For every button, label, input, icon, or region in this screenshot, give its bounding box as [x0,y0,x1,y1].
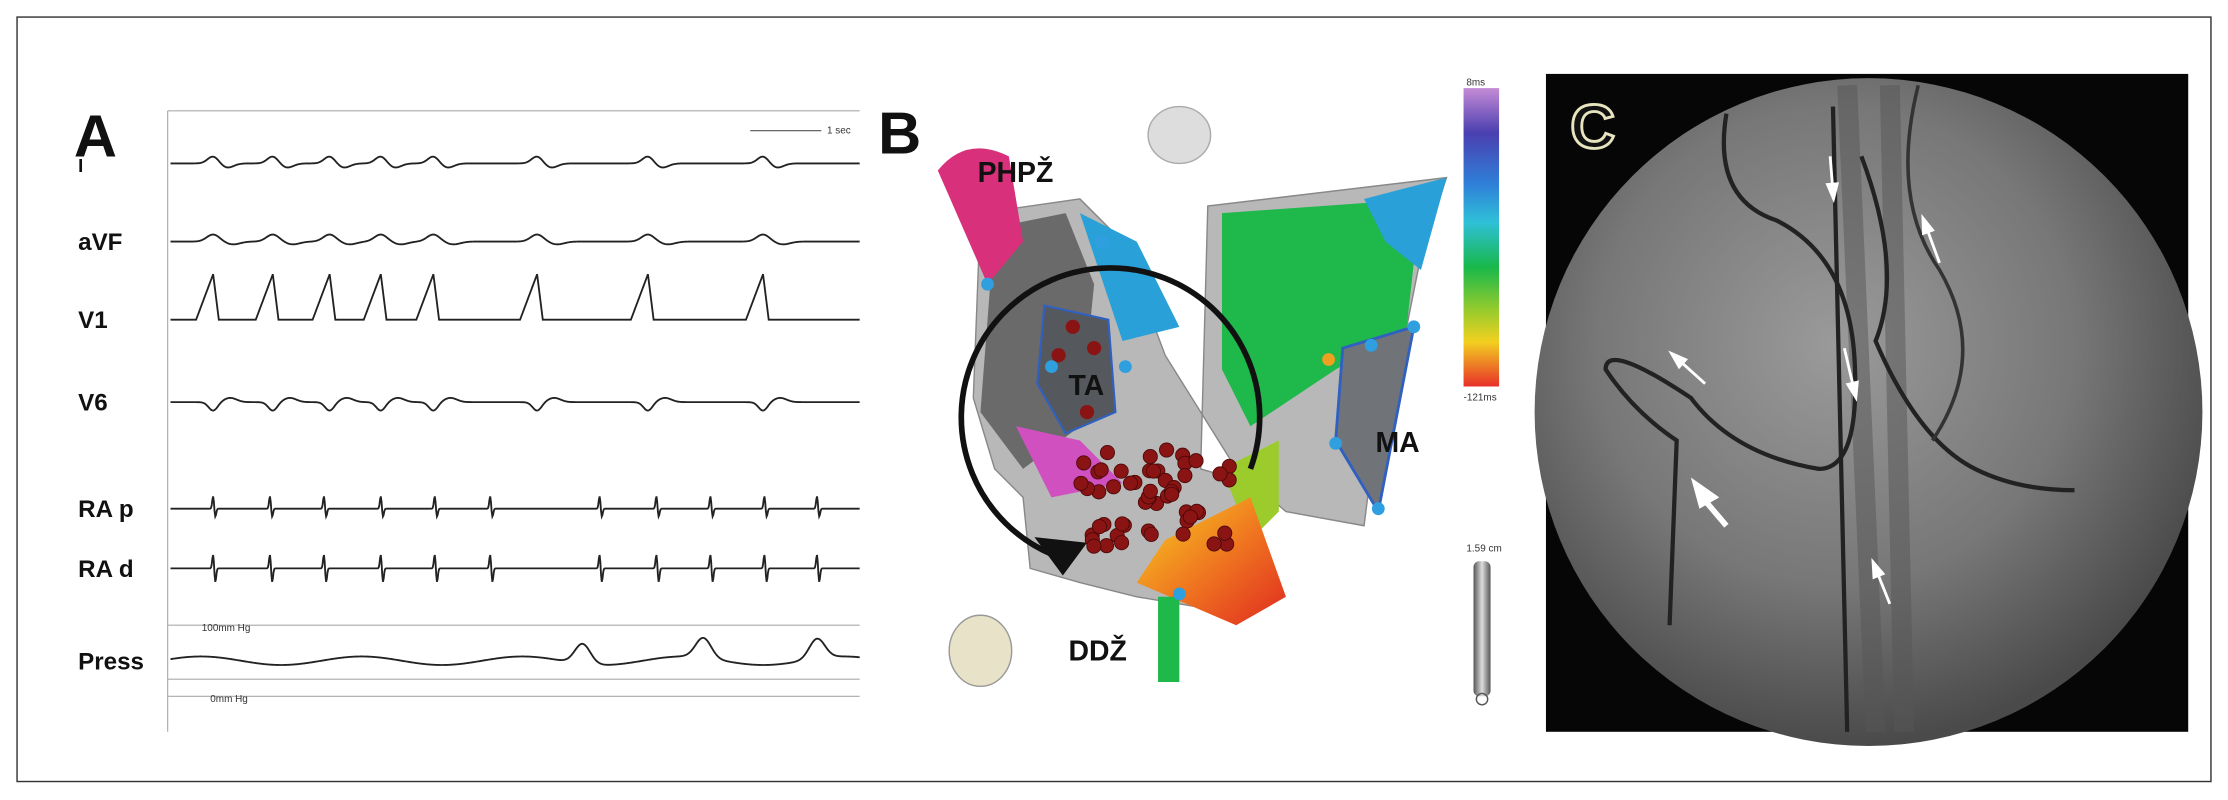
trace-label: V1 [78,307,108,334]
panel-c: C [1534,73,2203,746]
green-region [1221,198,1421,427]
ablation-point [1182,509,1198,525]
marker-point [1322,353,1335,366]
scale-bar [1473,561,1491,697]
rvot-region [937,148,1024,285]
marker-point [1364,338,1378,352]
ecg-trace [170,554,860,582]
blue-region-2 [1364,177,1447,270]
marker-point [1172,587,1186,601]
ablation-point [1073,475,1089,491]
panel-label: B [878,99,921,166]
ablation-point [1099,445,1115,461]
frame [16,16,2212,783]
ablation-point [1217,525,1233,541]
trace-label: RA p [78,496,133,523]
ablation-point [1145,463,1162,479]
scale-label: 1 sec [827,126,851,137]
ablation-point [1065,319,1080,334]
trace-label: RA d [78,556,133,583]
ablation-point [1051,348,1066,363]
ecg-trace [170,396,860,412]
arrow-head [1921,213,1935,236]
ablation-point [1086,538,1102,554]
ablation-point [1079,404,1095,420]
ablation-point [1177,468,1193,484]
panel-b: 8ms -121ms 1.59 cm B PHPŽ TA MA DDŽ [878,77,1502,706]
marker-point [1371,502,1385,516]
ablation-point [1114,516,1130,532]
ta-label: TA [1069,370,1105,402]
ivc [1158,596,1180,683]
marker-point [1045,360,1058,374]
ablation-points [981,235,1421,601]
ablation-point [1212,466,1228,482]
ecg-trace [170,496,860,520]
ablation-point [1206,536,1222,552]
ecg-trace [170,636,860,666]
colorbar-top: 8ms [1466,77,1485,88]
big-arrow-head [1690,477,1720,509]
tricuspid-annulus [1036,304,1117,435]
ablation-point [1143,526,1159,542]
ablation-point [1164,486,1180,502]
arrow-head [1034,537,1088,576]
ablation-point [1114,535,1130,551]
ablation-point [1091,518,1107,535]
trace-label: V6 [78,390,108,417]
marker-point [981,277,994,291]
ablation-point [1142,449,1158,465]
ablation-point [1175,526,1191,542]
trace-label: Press [78,648,144,675]
ecg-trace [170,233,860,246]
ablation-point [1087,341,1102,356]
scale-knob [1475,692,1489,706]
ma-label: MA [1375,427,1419,459]
ablation-point [1188,453,1204,469]
marker-point [1094,235,1108,248]
orientation-heart [948,614,1013,688]
colorbar-bottom: -121ms [1464,393,1497,404]
arrow-head [1668,350,1689,370]
ablation-point [1093,462,1109,478]
marker-point [1118,360,1132,374]
ablation-point [1159,442,1175,458]
ablation-point [1076,455,1092,471]
ablation-point [1105,479,1122,495]
pressure-high: 100mm Hg [202,623,251,634]
catheter [1906,84,1965,442]
marker-point [1407,320,1421,334]
arrow-head [1845,380,1859,402]
ecg-trace [170,155,860,169]
spine-shadow [1837,84,1914,733]
arrow-head [1871,557,1886,580]
ablation-point [1142,483,1158,499]
orientation-head [1147,105,1212,165]
catheter [1830,106,2075,732]
trace-label: aVF [78,229,122,256]
pressure-low: 0mm Hg [210,694,248,705]
arrows [1668,156,1941,605]
ablation-point [1122,475,1139,491]
scale-label: 1.59 cm [1466,543,1501,554]
magenta-region [1015,426,1123,498]
trace-label: I [78,155,83,176]
rvot-label: PHPŽ [978,157,1054,189]
circuit-arrow [958,265,1263,557]
arrow-head [1825,182,1840,204]
catheter [1603,113,1858,626]
ivc-label: DDŽ [1069,636,1127,668]
ecg-trace [170,273,860,321]
ablation-point [1098,538,1115,554]
panel-label: A [74,102,117,169]
ablation-point [1113,463,1129,479]
marker-point [1329,436,1343,450]
panel-label: C [1570,92,1615,162]
color-bar [1463,88,1500,387]
